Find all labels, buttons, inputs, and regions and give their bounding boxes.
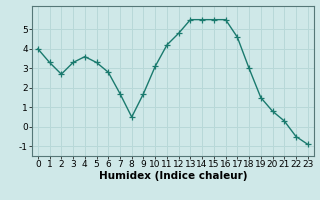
X-axis label: Humidex (Indice chaleur): Humidex (Indice chaleur) xyxy=(99,171,247,181)
